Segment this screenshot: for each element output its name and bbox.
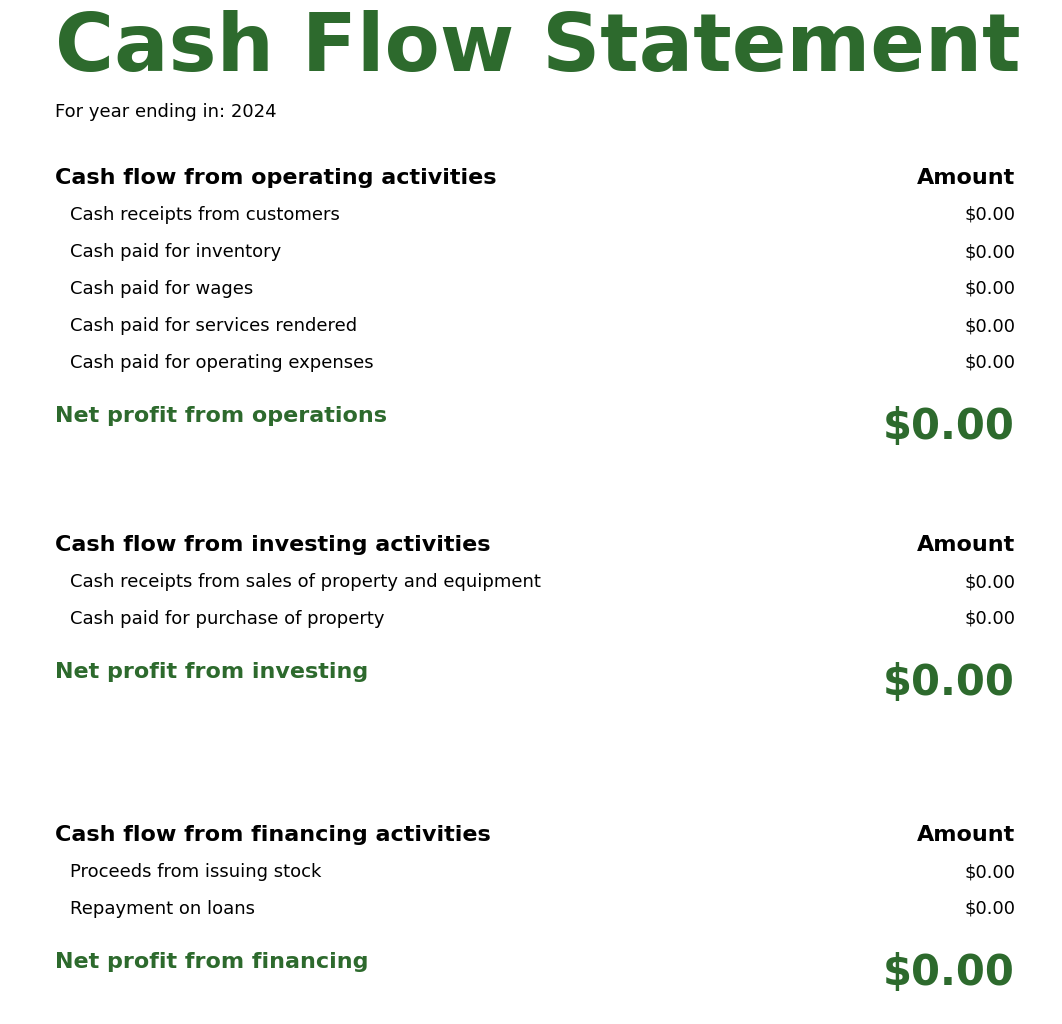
Text: $0.00: $0.00 [964, 354, 1015, 372]
Text: Cash paid for inventory: Cash paid for inventory [70, 243, 281, 261]
Text: Cash flow from operating activities: Cash flow from operating activities [55, 168, 497, 188]
Text: $0.00: $0.00 [964, 610, 1015, 628]
Text: For year ending in: 2024: For year ending in: 2024 [55, 103, 276, 121]
Text: Cash receipts from sales of property and equipment: Cash receipts from sales of property and… [70, 573, 541, 591]
Text: Proceeds from issuing stock: Proceeds from issuing stock [70, 863, 322, 881]
Text: $0.00: $0.00 [964, 280, 1015, 298]
Text: $0.00: $0.00 [964, 317, 1015, 335]
Text: Cash flow from investing activities: Cash flow from investing activities [55, 535, 491, 555]
Text: Net profit from investing: Net profit from investing [55, 662, 369, 682]
Text: Cash flow from financing activities: Cash flow from financing activities [55, 825, 491, 845]
Text: Net profit from financing: Net profit from financing [55, 952, 369, 972]
Text: Amount: Amount [917, 168, 1015, 188]
Text: $0.00: $0.00 [964, 863, 1015, 881]
Text: $0.00: $0.00 [884, 406, 1015, 449]
Text: $0.00: $0.00 [884, 662, 1015, 705]
Text: Amount: Amount [917, 535, 1015, 555]
Text: Amount: Amount [917, 825, 1015, 845]
Text: Cash paid for wages: Cash paid for wages [70, 280, 253, 298]
Text: $0.00: $0.00 [964, 573, 1015, 591]
Text: $0.00: $0.00 [964, 900, 1015, 918]
Text: Cash receipts from customers: Cash receipts from customers [70, 206, 340, 224]
Text: Cash paid for services rendered: Cash paid for services rendered [70, 317, 357, 335]
Text: $0.00: $0.00 [964, 206, 1015, 224]
Text: Repayment on loans: Repayment on loans [70, 900, 255, 918]
Text: $0.00: $0.00 [964, 243, 1015, 261]
Text: Cash paid for purchase of property: Cash paid for purchase of property [70, 610, 384, 628]
Text: Net profit from operations: Net profit from operations [55, 406, 387, 426]
Text: $0.00: $0.00 [884, 952, 1015, 994]
Text: Cash paid for operating expenses: Cash paid for operating expenses [70, 354, 374, 372]
Text: Cash Flow Statement: Cash Flow Statement [55, 10, 1021, 88]
